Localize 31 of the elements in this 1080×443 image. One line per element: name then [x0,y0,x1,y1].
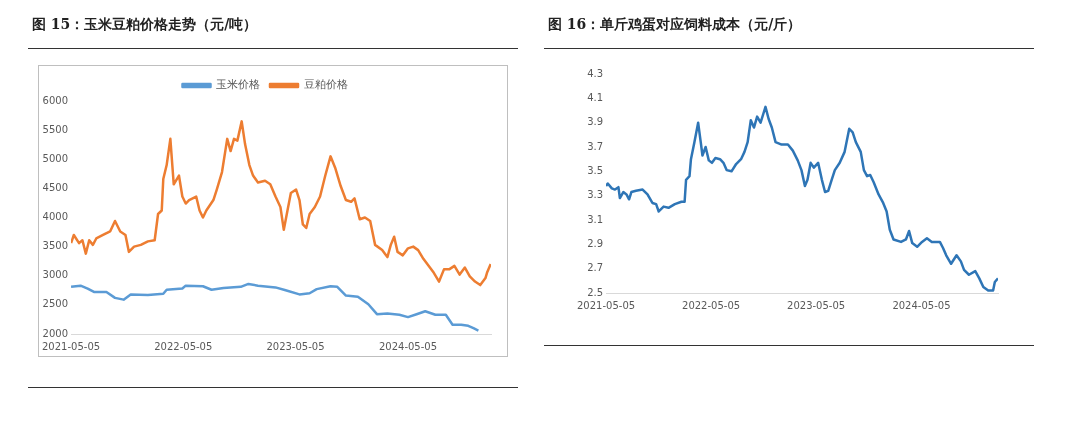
y-tick-label: 3.7 [587,140,604,152]
y-tick-label: 2.9 [587,237,604,249]
y-tick-label: 2.5 [587,286,604,298]
x-tick-label: 2021-05-05 [577,299,636,311]
y-tick-label: 3500 [42,240,69,252]
x-tick-label: 2022-05-05 [682,299,741,311]
y-tick-label: 3.9 [587,116,604,128]
x-tick-label: 2024-05-05 [378,340,438,352]
x-tick-label: 2023-05-05 [266,340,325,352]
legend-label: 豆粕价格 [303,78,348,92]
x-tick-label: 2023-05-05 [787,299,846,311]
chart-title: 图 15：玉米豆粕价格走势（元/吨） [28,8,518,49]
legend-label: 玉米价格 [216,78,260,92]
x-tick-label: 2021-05-05 [42,340,101,352]
y-tick-label: 3.1 [587,213,604,225]
y-tick-label: 4.3 [587,67,604,79]
x-tick-label: 2024-05-05 [892,299,951,311]
y-tick-label: 3.5 [587,164,604,176]
y-tick-label: 3.3 [587,189,604,201]
y-tick-label: 5500 [42,123,69,135]
y-tick-label: 5000 [42,152,69,164]
y-tick-label: 6000 [42,94,69,106]
x-tick-label: 2022-05-05 [154,340,213,352]
y-tick-label: 4.1 [587,91,604,103]
y-tick-label: 2000 [42,327,69,339]
y-tick-label: 2500 [42,298,69,310]
chart-title: 图 16：单斤鸡蛋对应饲料成本（元/斤） [544,8,1034,49]
y-tick-label: 2.7 [587,262,604,274]
y-tick-label: 4500 [42,181,69,193]
y-tick-label: 3000 [42,269,69,281]
y-tick-label: 4000 [42,211,69,223]
